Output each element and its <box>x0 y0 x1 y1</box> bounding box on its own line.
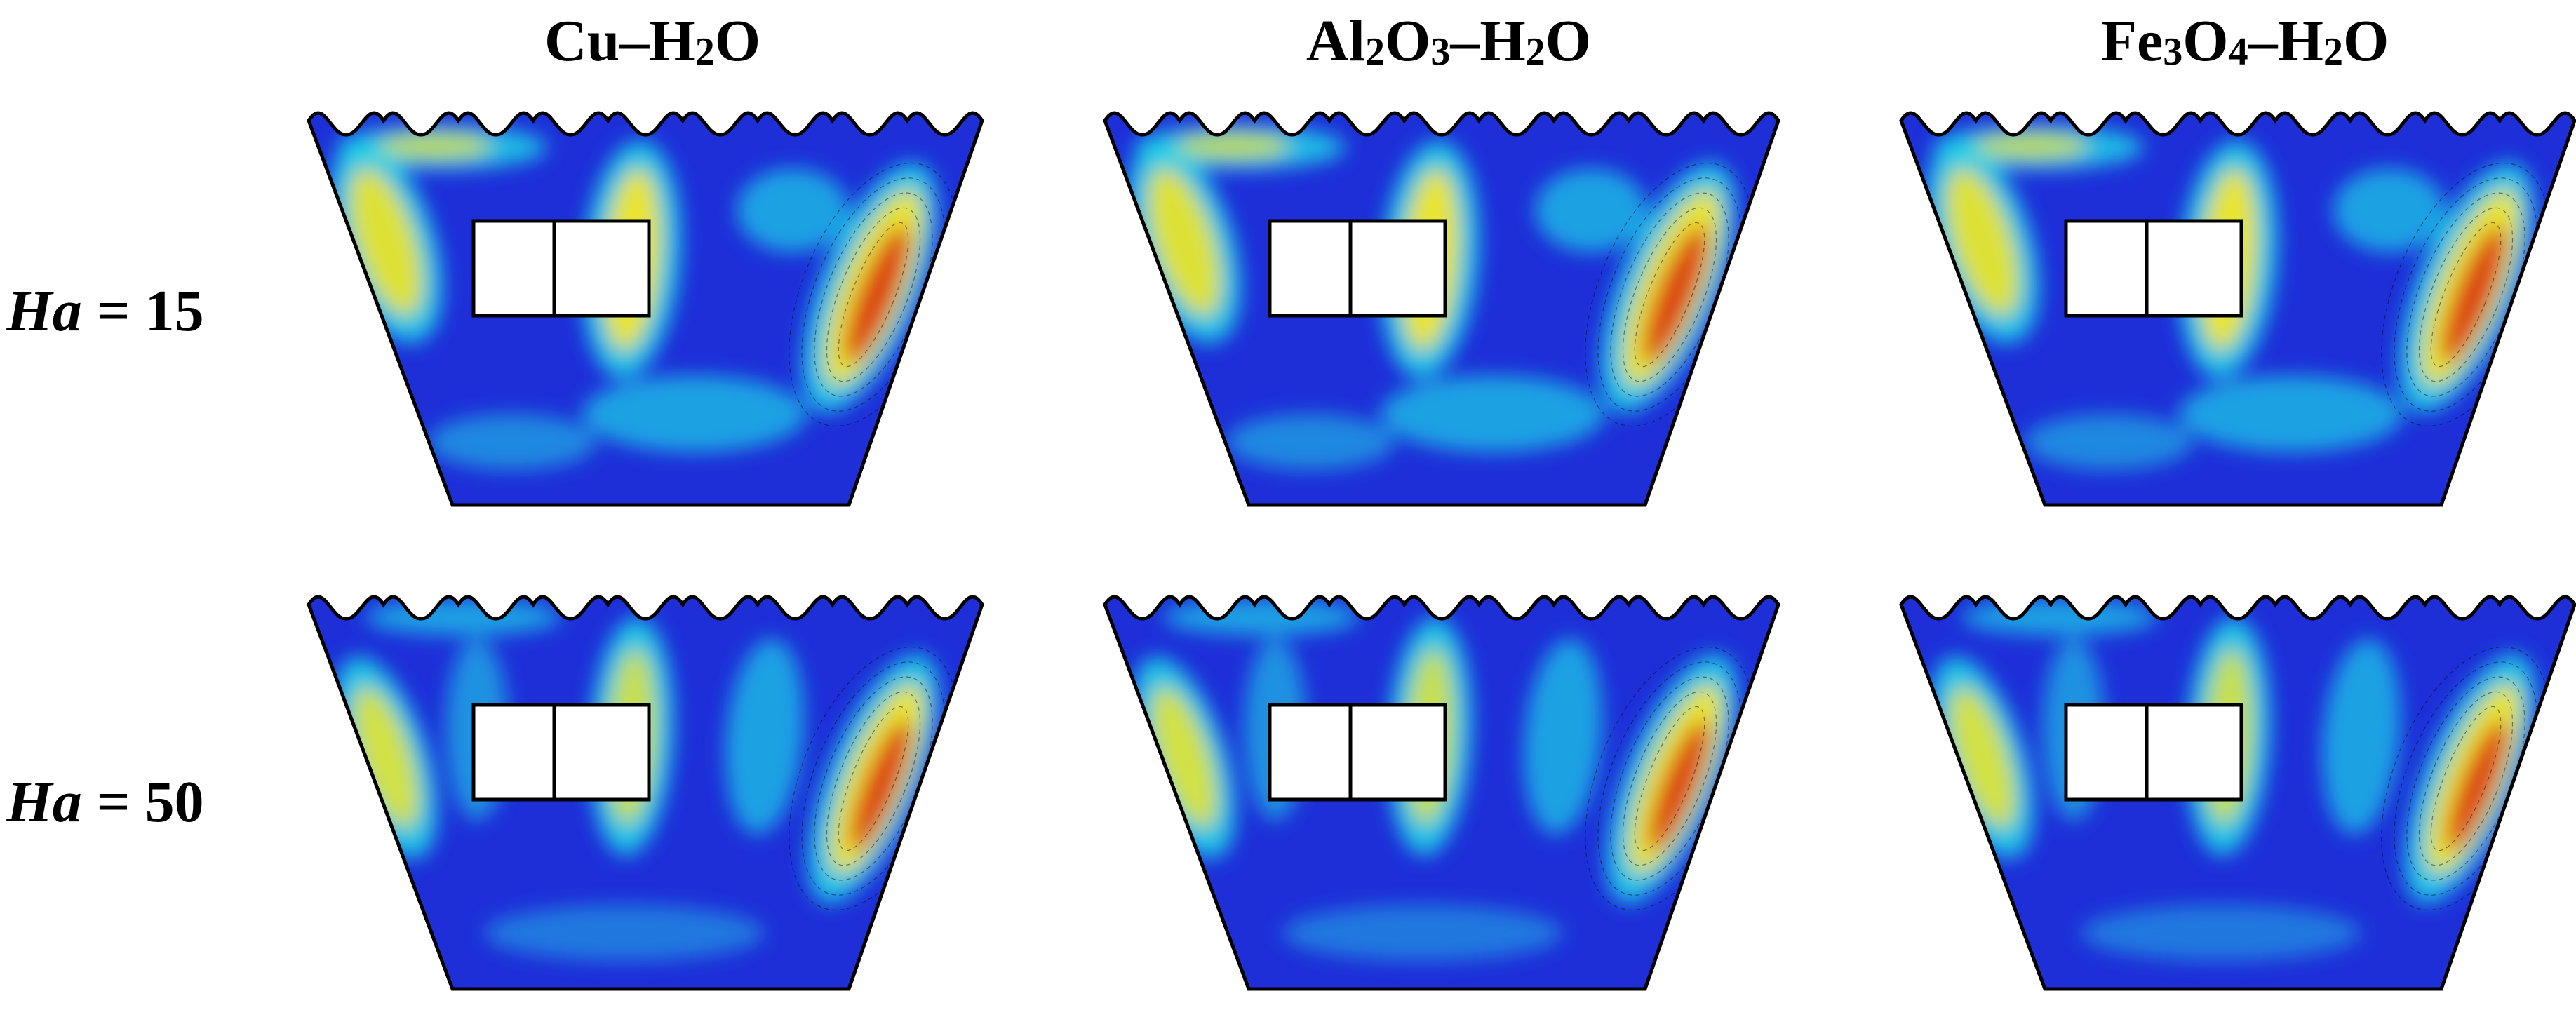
contour-blob <box>1535 168 1647 252</box>
contour-blob <box>2333 168 2446 252</box>
contour-blob <box>582 375 807 452</box>
row-label-symbol: Ha <box>6 278 82 344</box>
col-title-text: O <box>1545 8 1592 74</box>
contour-plot-svg <box>1899 111 2576 507</box>
contour-field <box>309 113 982 506</box>
contour-line <box>1634 706 1705 851</box>
contour-plot-svg <box>1103 111 1780 507</box>
col-title-text: Cu–H <box>544 8 695 74</box>
row-label-value: = 50 <box>96 769 204 835</box>
contour-panel-al2o3-ha50 <box>1098 568 1785 1017</box>
contour-blob <box>1648 720 1710 851</box>
cavity-outline <box>1103 111 1780 507</box>
contour-plot-svg <box>1103 595 1780 991</box>
contour-plot-svg <box>1899 595 2576 991</box>
contour-line <box>1622 207 1717 382</box>
contour-line <box>1634 222 1705 368</box>
square-obstacle <box>552 703 651 802</box>
contour-blob <box>484 905 765 961</box>
contour-blob <box>1945 168 2020 316</box>
contour-line <box>2430 706 2502 851</box>
contour-blob <box>2081 905 2361 961</box>
contour-plot-svg <box>307 111 984 507</box>
contour-blob <box>2025 414 2193 470</box>
col-title-text: O <box>1384 8 1431 74</box>
col-title-text: O <box>714 8 761 74</box>
cavity-outline <box>307 111 984 507</box>
contour-blob <box>850 720 911 851</box>
contour-blob <box>1177 133 1289 159</box>
contour-line <box>838 706 909 851</box>
col-title-text: O <box>2182 8 2229 74</box>
contour-blob <box>1282 905 1563 961</box>
row-label-symbol: Ha <box>6 769 82 835</box>
contour-panel-cu-ha15 <box>302 84 989 533</box>
col-title-sub: 2 <box>2323 30 2343 74</box>
contour-line <box>838 222 909 368</box>
contour-blob <box>2441 226 2507 363</box>
row-label-ha-50: Ha = 50 <box>0 768 210 836</box>
contour-blob <box>379 133 491 159</box>
contour-blob <box>1642 226 1708 363</box>
col-title-sub: 3 <box>1430 30 1451 74</box>
column-title-cu-h2o: Cu–H2O <box>309 3 996 80</box>
col-title-text: Al <box>1306 8 1365 74</box>
col-title-text: O <box>2342 8 2389 74</box>
contour-blob <box>1151 687 1218 828</box>
contour-blob <box>1961 599 2158 635</box>
contour-blob <box>1949 687 2016 828</box>
row-label-ha-15: Ha = 15 <box>0 277 210 345</box>
square-obstacle <box>1348 703 1447 802</box>
contour-line <box>826 691 921 866</box>
contour-blob <box>737 168 849 252</box>
contour-blob <box>1226 414 1395 470</box>
contour-line <box>2418 207 2514 382</box>
contour-line <box>1622 691 1717 866</box>
square-obstacle <box>2145 703 2243 802</box>
contour-line <box>2418 691 2514 866</box>
contour-panel-fe3o4-ha50 <box>1894 568 2576 1017</box>
col-title-sub: 2 <box>695 30 715 74</box>
col-title-text: Fe <box>2100 8 2164 74</box>
square-obstacle <box>2145 219 2243 318</box>
column-title-fe3o4-h2o: Fe3O4–H2O <box>1901 3 2576 80</box>
square-obstacle <box>1348 219 1447 318</box>
contour-blob <box>349 168 423 316</box>
contour-blob <box>352 687 420 828</box>
cavity-outline <box>307 595 984 991</box>
contour-blob <box>1975 133 2088 159</box>
contour-blob <box>2321 638 2401 835</box>
col-title-sub: 2 <box>1364 30 1385 74</box>
contour-line <box>2430 222 2502 368</box>
contour-plot-svg <box>307 595 984 991</box>
contour-line <box>826 207 921 382</box>
contour-blob <box>1147 168 1221 316</box>
row-label-value: = 15 <box>96 278 204 344</box>
contour-panel-al2o3-ha15 <box>1098 84 1785 533</box>
contour-panel-cu-ha50 <box>302 568 989 1017</box>
col-title-sub: 2 <box>1525 30 1545 74</box>
square-obstacle <box>552 219 651 318</box>
cavity-outline <box>1899 595 2576 991</box>
contour-blob <box>844 226 910 363</box>
contour-blob <box>725 638 805 835</box>
col-title-sub: 4 <box>2228 30 2248 74</box>
contour-blob <box>1523 638 1603 835</box>
contour-blob <box>2446 720 2508 851</box>
contour-panel-fe3o4-ha15 <box>1894 84 2576 533</box>
col-title-text: –H <box>1450 8 1526 74</box>
contour-blob <box>1381 375 1605 452</box>
col-title-sub: 3 <box>2163 30 2183 74</box>
contour-blob <box>2179 375 2403 452</box>
contour-blob <box>428 414 596 470</box>
column-title-al2o3-h2o: Al2O3–H2O <box>1105 3 1792 80</box>
cavity-outline <box>1103 595 1780 991</box>
col-title-text: –H <box>2248 8 2323 74</box>
cavity-outline <box>1899 111 2576 507</box>
